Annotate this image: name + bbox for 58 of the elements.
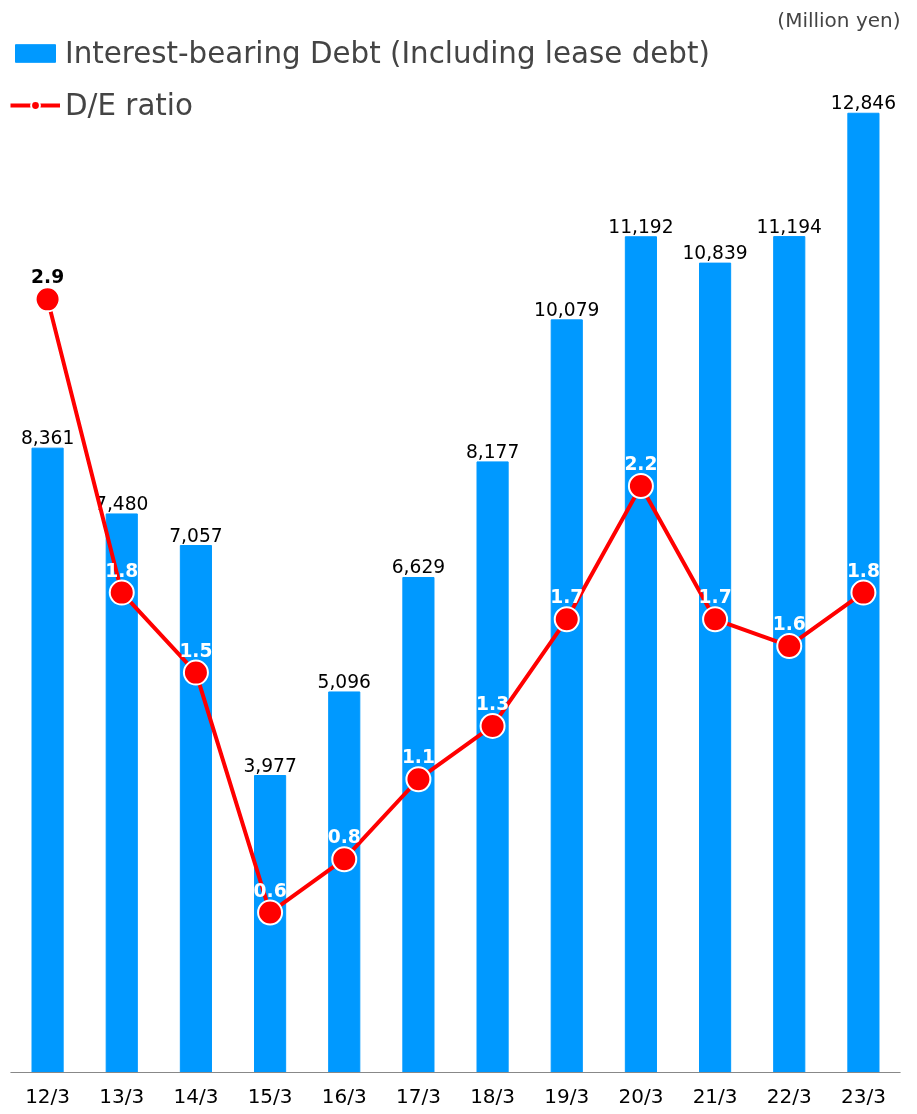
point: [34, 286, 61, 313]
data-label: 2.2: [624, 452, 658, 474]
bar: [179, 545, 212, 1073]
data-label: 1.8: [846, 559, 880, 581]
x-tick-label: 16/3: [321, 1083, 367, 1108]
legend-label: Interest-bearing Debt (Including lease debt): [65, 36, 710, 70]
bar: [328, 691, 361, 1073]
data-label: 1.3: [476, 692, 510, 714]
x-tick-label: 13/3: [99, 1083, 145, 1108]
data-label: 2.9: [31, 266, 65, 288]
point: [182, 659, 209, 686]
x-tick-label: 21/3: [692, 1083, 738, 1108]
x-tick-label: 15/3: [247, 1083, 293, 1108]
bar: [476, 461, 509, 1073]
x-tick-label: 18/3: [470, 1083, 516, 1108]
data-label: 10,079: [534, 298, 600, 320]
point: [257, 899, 284, 926]
text: (Million yen): [777, 7, 901, 32]
data-label: 0.8: [327, 826, 361, 848]
data-label: 6,629: [391, 556, 446, 578]
bar: [105, 513, 138, 1073]
data-label: 8,177: [465, 440, 520, 462]
x-tick-label: 20/3: [618, 1083, 664, 1108]
bar: [254, 775, 287, 1073]
data-label: 12,846: [830, 92, 897, 114]
point: [405, 766, 432, 793]
point: [850, 579, 877, 606]
data-label: 11,192: [608, 215, 674, 237]
data-label: 11,194: [756, 215, 822, 237]
bar: [699, 262, 732, 1073]
data-label: 3,977: [243, 754, 297, 776]
point: [553, 606, 580, 633]
x-tick-label: 23/3: [840, 1083, 886, 1108]
x-tick-label: 14/3: [173, 1083, 219, 1108]
bar: [550, 319, 583, 1073]
data-label: 1.6: [772, 612, 806, 634]
bar: [624, 236, 657, 1073]
data-label: 1.5: [179, 639, 213, 661]
point: [331, 846, 358, 873]
point: [627, 473, 654, 499]
data-label: 5,096: [317, 670, 371, 692]
point: [702, 606, 729, 633]
point: [776, 632, 803, 659]
x-tick-label: 19/3: [544, 1083, 590, 1108]
data-label: 7,057: [169, 524, 223, 546]
data-label: 1.1: [401, 746, 435, 768]
bar: [847, 112, 880, 1073]
data-label: 10,839: [682, 242, 748, 264]
bar: [402, 576, 435, 1073]
bar: [31, 447, 64, 1073]
x-tick-label: 12/3: [25, 1083, 71, 1108]
point: [108, 579, 135, 606]
point: [479, 712, 506, 739]
legend-label: D/E ratio: [65, 88, 193, 122]
data-label: 8,361: [20, 427, 75, 449]
x-tick-label: 17/3: [395, 1083, 441, 1108]
x-tick-label: 22/3: [766, 1083, 812, 1108]
bar: [773, 236, 806, 1073]
